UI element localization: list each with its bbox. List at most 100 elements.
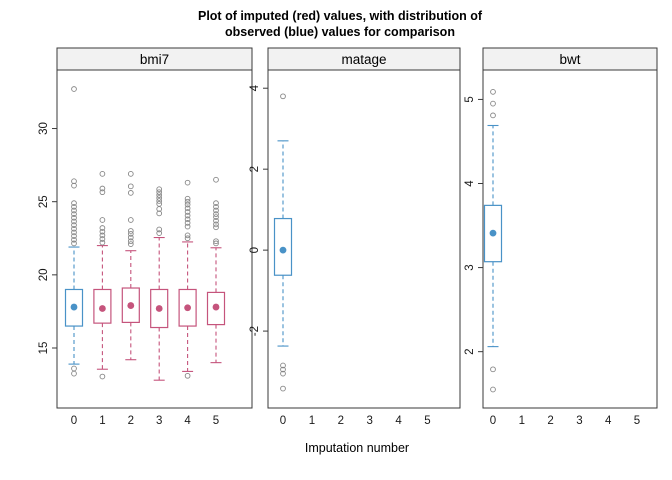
- outlier-point-bmi7-5: [213, 207, 219, 214]
- outlier-point-matage-0: [280, 366, 286, 373]
- outlier-point-bmi7-0: [71, 222, 77, 228]
- outlier-point-bmi7-2: [127, 234, 134, 241]
- y-tick-label-bmi7: 20: [38, 268, 50, 281]
- chart-title-line-1: Plot of imputed (red) values, with distr…: [197, 9, 483, 23]
- outlier-point-bmi7-4: [184, 205, 191, 212]
- outlier-point-bmi7-2: [127, 217, 134, 223]
- x-tick-label-matage: 4: [395, 415, 402, 427]
- outlier-point-bmi7-0: [71, 233, 77, 239]
- outlier-point-bmi7-0: [71, 214, 77, 221]
- y-tick-label-bwt: 3: [464, 264, 476, 270]
- panel-bwt: [482, 69, 658, 409]
- outlier-point-bmi7-4: [184, 195, 191, 202]
- outlier-point-bmi7-3: [156, 230, 163, 236]
- strip-label-matage: matage: [341, 52, 386, 67]
- y-tick-label-matage: 0: [249, 247, 261, 253]
- outlier-point-bmi7-4: [184, 179, 191, 186]
- outlier-point-bmi7-1: [99, 185, 106, 192]
- outlier-point-bmi7-0: [71, 200, 77, 207]
- median-dot-matage-0: [279, 246, 287, 254]
- outlier-point-bmi7-2: [127, 228, 134, 234]
- median-dot-bmi7-0: [70, 303, 78, 311]
- outlier-point-bmi7-5: [213, 176, 219, 183]
- outlier-point-bmi7-1: [99, 225, 106, 231]
- x-tick-label-bmi7: 0: [71, 415, 77, 427]
- outlier-point-matage-0: [280, 370, 286, 377]
- x-tick-label-matage: 1: [309, 415, 315, 427]
- x-tick-label-bmi7: 3: [156, 415, 162, 427]
- x-tick-label-bmi7: 2: [128, 415, 134, 427]
- x-tick-label-bwt: 3: [576, 415, 582, 427]
- outlier-point-bmi7-1: [99, 171, 106, 177]
- outlier-point-bmi7-0: [71, 203, 77, 210]
- strip-bwt: [482, 47, 658, 71]
- y-tick-label-bmi7: 25: [38, 195, 50, 208]
- outlier-point-bmi7-3: [156, 189, 163, 196]
- outlier-point-bmi7-2: [127, 183, 134, 190]
- chart-title-line-2: observed (blue) values for comparison: [225, 25, 455, 39]
- outlier-point-bmi7-0: [71, 370, 77, 377]
- outlier-point-bmi7-1: [99, 239, 106, 246]
- x-tick-label-matage: 3: [366, 415, 372, 427]
- outlier-point-bwt-0: [490, 100, 496, 107]
- outlier-point-bmi7-1: [99, 217, 106, 223]
- x-tick-label-bwt: 2: [547, 415, 553, 427]
- panel-matage: [267, 69, 461, 409]
- x-tick-label-matage: 0: [280, 415, 286, 427]
- outlier-point-bmi7-3: [156, 195, 163, 201]
- outlier-point-bmi7-4: [184, 198, 191, 205]
- outlier-point-bmi7-0: [71, 240, 77, 247]
- outlier-point-matage-0: [280, 385, 286, 392]
- outlier-point-bmi7-4: [184, 220, 191, 226]
- outlier-point-bmi7-1: [99, 232, 106, 239]
- outlier-point-bmi7-4: [184, 223, 191, 230]
- outlier-point-bmi7-2: [127, 231, 134, 237]
- median-dot-bmi7-5: [212, 303, 220, 311]
- outlier-point-bmi7-5: [213, 221, 219, 228]
- outlier-point-bmi7-5: [213, 203, 219, 210]
- y-tick-label-bmi7: 15: [38, 342, 50, 355]
- strip-bmi7: [56, 47, 253, 71]
- x-tick-label-matage: 2: [338, 415, 344, 427]
- median-dot-bmi7-3: [155, 305, 163, 312]
- strip-matage: [267, 47, 461, 71]
- y-tick-label-bmi7: 30: [38, 122, 50, 135]
- strip-label-bwt: bwt: [559, 52, 580, 67]
- outlier-point-bwt-0: [490, 89, 496, 95]
- outlier-point-bmi7-4: [184, 372, 191, 379]
- x-tick-label-matage: 5: [424, 415, 430, 427]
- y-tick-label-bwt: 2: [464, 348, 476, 354]
- median-dot-bwt-0: [489, 229, 497, 237]
- outlier-point-bmi7-1: [99, 236, 106, 242]
- outlier-point-bmi7-0: [71, 211, 77, 217]
- y-tick-label-matage: -2: [249, 326, 261, 336]
- outlier-point-bmi7-5: [213, 200, 219, 207]
- outlier-point-bmi7-1: [99, 373, 106, 380]
- outlier-point-bmi7-3: [156, 210, 163, 217]
- outlier-point-bmi7-4: [184, 216, 191, 223]
- y-tick-label-matage: 4: [249, 84, 261, 91]
- y-tick-label-matage: 2: [249, 166, 261, 172]
- outlier-point-bmi7-1: [99, 189, 106, 196]
- x-tick-label-bwt: 1: [519, 415, 525, 427]
- outlier-point-bmi7-2: [127, 171, 134, 177]
- outlier-point-bmi7-3: [156, 198, 163, 204]
- outlier-point-bmi7-0: [71, 236, 77, 243]
- outlier-point-bmi7-5: [213, 224, 219, 231]
- outlier-point-bmi7-5: [213, 217, 219, 224]
- outlier-point-bwt-0: [490, 112, 496, 119]
- median-dot-bmi7-1: [99, 305, 106, 312]
- y-tick-label-bwt: 5: [464, 96, 476, 102]
- y-tick-label-bwt: 4: [464, 180, 476, 187]
- outlier-point-bmi7-5: [213, 240, 219, 247]
- outlier-point-bmi7-0: [71, 182, 77, 189]
- outlier-point-bmi7-2: [127, 238, 134, 245]
- panel-bmi7: [56, 69, 253, 409]
- outlier-point-bmi7-0: [71, 218, 77, 225]
- outlier-point-bmi7-0: [71, 207, 77, 214]
- outlier-point-bmi7-3: [156, 226, 163, 233]
- x-tick-label-bwt: 4: [605, 415, 612, 427]
- strip-label-bmi7: bmi7: [140, 52, 169, 67]
- outlier-point-bmi7-3: [156, 192, 163, 198]
